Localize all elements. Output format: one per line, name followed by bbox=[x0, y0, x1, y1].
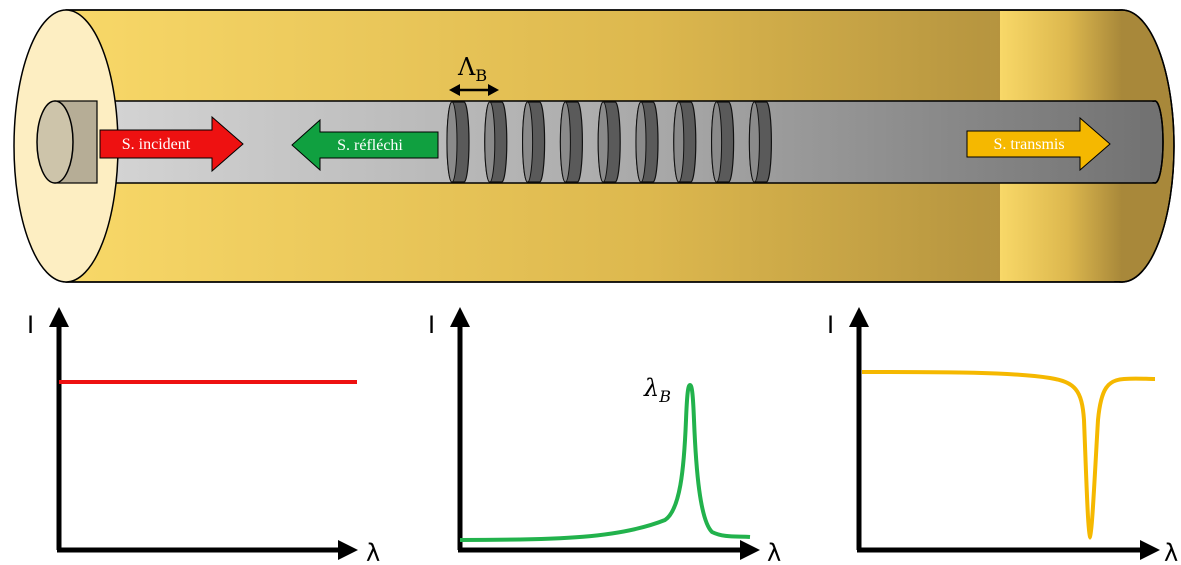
transmitted-signal-label: S. transmis bbox=[993, 136, 1064, 153]
grating-plane-face bbox=[711, 101, 723, 183]
reflected-spectrum-graph: I λ λB bbox=[428, 307, 781, 565]
x-axis-label: λ bbox=[767, 539, 781, 565]
transmitted-spectrum-graph: I λ bbox=[827, 307, 1178, 565]
bragg-grating bbox=[446, 101, 772, 183]
incident-spectrum-graph: I λ bbox=[27, 307, 380, 565]
grating-plane-face bbox=[635, 101, 647, 183]
grating-plane-face bbox=[748, 101, 760, 183]
grating-plane-face bbox=[673, 101, 685, 183]
grating-plane-face bbox=[522, 101, 534, 183]
grating-period-label: ΛB bbox=[457, 53, 487, 85]
grating-period-marker: ΛB bbox=[449, 53, 499, 96]
reflected-signal-arrow: S. réfléchi bbox=[291, 118, 439, 172]
reflected-signal-label: S. réfléchi bbox=[337, 137, 403, 154]
incident-signal-arrow: S. incident bbox=[99, 115, 244, 173]
transmitted-spectrum-curve bbox=[861, 370, 1156, 540]
grating-plane-face bbox=[597, 101, 609, 183]
x-axis-label: λ bbox=[1164, 539, 1178, 565]
y-axis-label: I bbox=[827, 311, 834, 339]
y-axis-label: I bbox=[27, 311, 34, 339]
grating-plane-face bbox=[559, 101, 571, 183]
incident-signal-label: S. incident bbox=[122, 136, 191, 153]
x-axis-label: λ bbox=[366, 539, 380, 565]
transmitted-signal-arrow: S. transmis bbox=[966, 116, 1111, 172]
bragg-wavelength-label: λB bbox=[643, 374, 671, 406]
y-axis-label: I bbox=[428, 311, 435, 339]
fiber-end-face bbox=[13, 9, 119, 283]
reflected-spectrum-curve bbox=[459, 382, 751, 542]
grating-plane-face bbox=[446, 101, 458, 183]
grating-plane-face bbox=[484, 101, 496, 183]
